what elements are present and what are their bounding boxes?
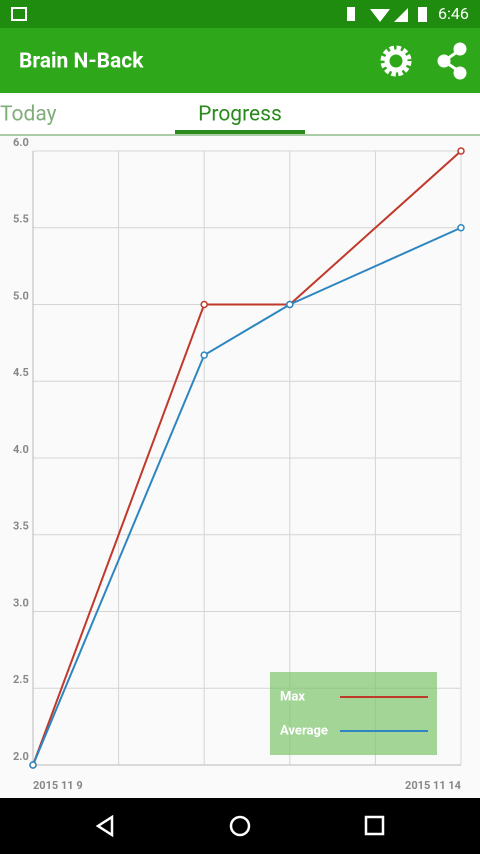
vibrate-icon bbox=[347, 7, 355, 21]
share-dot bbox=[453, 66, 467, 80]
tab-bar bbox=[0, 93, 480, 135]
y-tick-label: 4.5 bbox=[13, 366, 29, 379]
data-point bbox=[457, 224, 465, 232]
y-tick-label: 5.5 bbox=[13, 213, 29, 226]
data-point bbox=[286, 300, 294, 309]
clock: 6:46 bbox=[438, 4, 469, 23]
tab-indicator bbox=[175, 130, 305, 134]
battery-icon bbox=[418, 7, 427, 22]
image-icon bbox=[11, 7, 27, 21]
series-line bbox=[32, 150, 462, 766]
share-dot bbox=[437, 54, 451, 68]
recents-button[interactable] bbox=[364, 815, 385, 836]
gear-ring bbox=[384, 49, 408, 73]
settings-button[interactable] bbox=[380, 45, 412, 77]
data-point bbox=[29, 761, 37, 769]
legend-label: Max bbox=[280, 689, 305, 704]
data-point bbox=[457, 147, 465, 155]
series-line bbox=[32, 226, 462, 766]
share-button[interactable] bbox=[437, 42, 467, 80]
gear bbox=[380, 45, 412, 77]
y-tick-label: 2.0 bbox=[13, 750, 29, 763]
chart: 2.0 2.5 3.0 3.5 4.0 4.5 5.0 5.5 6.0 2015 11 9 2015… bbox=[13, 136, 465, 792]
y-tick-label: 5.0 bbox=[13, 289, 29, 302]
y-tick-label: 3.5 bbox=[13, 520, 29, 533]
back-button[interactable] bbox=[95, 814, 114, 838]
home-button[interactable] bbox=[229, 815, 251, 837]
share-dot bbox=[453, 42, 467, 56]
legend-label: Average bbox=[280, 723, 328, 738]
wifi-icon bbox=[370, 9, 390, 22]
tab-selected[interactable]: Progress bbox=[198, 103, 282, 127]
x-tick-label: 2015 11 14 bbox=[405, 779, 462, 792]
y-tick-label: 3.0 bbox=[13, 596, 29, 609]
status-bar bbox=[0, 0, 480, 28]
legend-box bbox=[270, 672, 437, 755]
signal-icon bbox=[394, 8, 408, 22]
y-tick-label: 2.5 bbox=[13, 673, 29, 686]
x-tick-label: 2015 11 9 bbox=[33, 779, 83, 792]
data-point bbox=[200, 300, 208, 309]
y-tick-label: 6.0 bbox=[13, 136, 29, 149]
app-bar bbox=[0, 28, 480, 93]
nav-bar bbox=[0, 798, 480, 854]
y-tick-label: 4.0 bbox=[13, 443, 29, 456]
app-title: Brain N-Back bbox=[19, 50, 144, 74]
data-point bbox=[200, 351, 208, 359]
tab[interactable]: Today bbox=[0, 103, 57, 127]
